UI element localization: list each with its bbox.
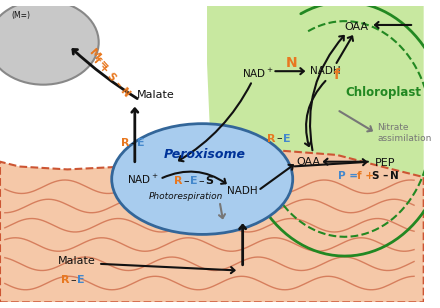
Text: PEP: PEP: [375, 158, 396, 168]
Text: –: –: [183, 176, 189, 186]
Text: Malate: Malate: [58, 256, 96, 266]
Text: S: S: [205, 176, 213, 186]
Text: M =: M =: [88, 47, 111, 71]
Text: R: R: [174, 176, 183, 186]
Text: P =: P =: [337, 171, 358, 181]
Ellipse shape: [112, 124, 293, 234]
Text: –: –: [276, 134, 282, 144]
Text: NAD$^+$: NAD$^+$: [127, 172, 158, 186]
Text: f + S – N: f + S – N: [92, 55, 132, 99]
Text: E: E: [137, 138, 144, 148]
Text: R: R: [267, 134, 276, 144]
Text: NADH: NADH: [227, 186, 258, 196]
Text: Photorespiration: Photorespiration: [149, 192, 223, 201]
Text: N: N: [286, 56, 297, 71]
Text: –: –: [198, 176, 204, 186]
Text: Nitrate
assimilation: Nitrate assimilation: [378, 123, 432, 143]
Text: –: –: [130, 138, 136, 148]
Ellipse shape: [0, 0, 99, 85]
Text: E: E: [77, 275, 84, 285]
Text: S –: S –: [372, 171, 389, 181]
Text: NAD$^+$: NAD$^+$: [242, 67, 274, 80]
Text: Peroxisome: Peroxisome: [164, 148, 246, 161]
Text: Chloroplast: Chloroplast: [345, 86, 421, 99]
Text: E: E: [283, 134, 291, 144]
Polygon shape: [207, 6, 424, 258]
Polygon shape: [0, 150, 424, 302]
Text: f +: f +: [357, 171, 374, 181]
Text: OAA: OAA: [344, 22, 368, 32]
Text: NADH: NADH: [310, 66, 341, 76]
Text: –: –: [70, 275, 76, 285]
Text: R: R: [61, 275, 70, 285]
Text: N: N: [390, 171, 399, 181]
Text: R: R: [121, 138, 129, 148]
Text: f: f: [334, 68, 340, 82]
Text: (M=): (M=): [12, 11, 31, 20]
Text: OAA: OAA: [296, 157, 320, 167]
Text: E: E: [190, 176, 198, 186]
Text: Malate: Malate: [137, 90, 175, 100]
